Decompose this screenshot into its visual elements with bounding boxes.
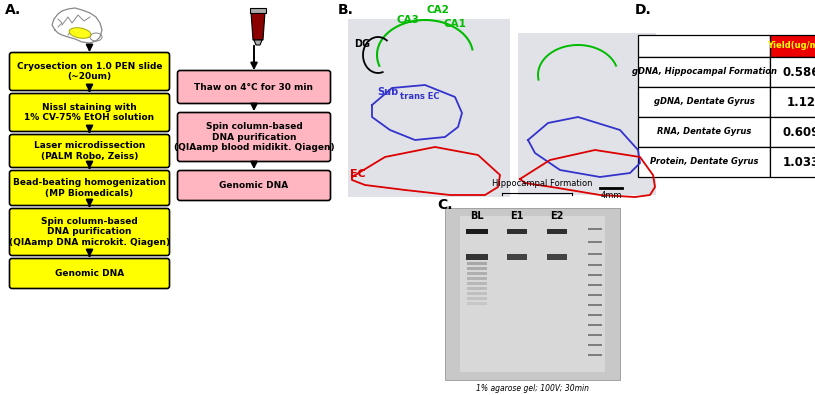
Ellipse shape [69, 28, 90, 38]
Text: Cryosection on 1.0 PEN slide
(~20um): Cryosection on 1.0 PEN slide (~20um) [17, 62, 162, 81]
Bar [445, 208, 620, 380]
Bar [588, 264, 602, 266]
Bar [588, 314, 602, 316]
FancyBboxPatch shape [10, 258, 170, 288]
Text: Hippocampal Formation: Hippocampal Formation [492, 179, 593, 188]
Bar [467, 302, 487, 305]
Text: 0.586: 0.586 [782, 66, 815, 79]
Text: RNA, Dentate Gyrus: RNA, Dentate Gyrus [657, 128, 751, 137]
Polygon shape [254, 40, 262, 45]
Text: 0.609: 0.609 [782, 126, 815, 139]
Bar [547, 254, 567, 260]
Text: 1.12: 1.12 [786, 96, 815, 109]
Bar [466, 229, 488, 234]
Text: B.: B. [338, 3, 354, 17]
Bar [588, 324, 602, 326]
Polygon shape [251, 12, 265, 40]
Bar [467, 277, 487, 280]
Text: Genomic DNA: Genomic DNA [55, 269, 124, 278]
Bar [466, 254, 488, 260]
Text: EC: EC [350, 169, 366, 179]
Bar [588, 334, 602, 336]
Text: E2: E2 [550, 211, 564, 221]
Text: C.: C. [437, 198, 452, 212]
Bar [588, 304, 602, 306]
Bar [547, 229, 567, 234]
Bar [588, 294, 602, 296]
FancyBboxPatch shape [178, 171, 331, 201]
Text: gDNA, Dentate Gyrus: gDNA, Dentate Gyrus [654, 98, 755, 107]
Text: A.: A. [5, 3, 21, 17]
Bar [770, 35, 815, 57]
Bar [770, 57, 815, 87]
Text: Thaw on 4°C for 30 min: Thaw on 4°C for 30 min [195, 83, 314, 92]
Bar [588, 241, 602, 243]
Bar [507, 229, 527, 234]
Text: Nissl staining with
1% CV-75% EtOH solution: Nissl staining with 1% CV-75% EtOH solut… [24, 103, 155, 122]
Text: CA2: CA2 [426, 5, 449, 15]
Bar [588, 228, 602, 230]
Bar [588, 253, 602, 255]
Bar [638, 35, 770, 57]
FancyBboxPatch shape [10, 171, 170, 205]
Text: trans EC: trans EC [400, 92, 440, 101]
Bar [467, 292, 487, 295]
Bar [588, 344, 602, 346]
FancyBboxPatch shape [10, 209, 170, 256]
Text: Spin column-based
DNA purification
(QIAamp DNA microkit. Qiagen): Spin column-based DNA purification (QIAa… [9, 217, 170, 247]
Bar [638, 117, 770, 147]
Bar [770, 117, 815, 147]
FancyBboxPatch shape [10, 94, 170, 132]
FancyBboxPatch shape [10, 135, 170, 167]
Text: Laser microdissection
(PALM Robo, Zeiss): Laser microdissection (PALM Robo, Zeiss) [33, 141, 145, 161]
Bar [588, 284, 602, 286]
Bar [507, 254, 527, 260]
Bar [770, 147, 815, 177]
Bar [460, 216, 605, 372]
Text: BL: BL [470, 211, 484, 221]
Bar [588, 354, 602, 356]
Text: Protein, Dentate Gyrus: Protein, Dentate Gyrus [650, 158, 758, 167]
Bar [467, 272, 487, 275]
Text: Spin column-based
DNA purification
(QIAamp blood midikit. Qiagen): Spin column-based DNA purification (QIAa… [174, 122, 334, 152]
Text: Genomic DNA: Genomic DNA [219, 181, 289, 190]
Text: Bead-beating homogenization
(MP Biomedicals): Bead-beating homogenization (MP Biomedic… [13, 178, 166, 198]
Bar [638, 87, 770, 117]
Text: DG: DG [354, 39, 370, 49]
Bar [467, 297, 487, 300]
Text: Yield(ug/mm³): Yield(ug/mm³) [767, 41, 815, 51]
Text: Sub: Sub [377, 87, 399, 97]
Bar [588, 274, 602, 276]
Text: 1.033: 1.033 [782, 156, 815, 169]
Text: CA1: CA1 [443, 19, 466, 29]
Bar [518, 33, 656, 195]
Bar [467, 282, 487, 285]
Bar [467, 262, 487, 265]
FancyBboxPatch shape [178, 113, 331, 162]
Bar [638, 147, 770, 177]
Text: D.: D. [635, 3, 652, 17]
FancyBboxPatch shape [178, 70, 331, 103]
Bar [638, 57, 770, 87]
Bar [467, 287, 487, 290]
Text: gDNA, Hippocampal Formation: gDNA, Hippocampal Formation [632, 68, 777, 77]
Text: E1: E1 [510, 211, 524, 221]
Bar [250, 8, 266, 13]
Text: 4mm: 4mm [601, 191, 622, 200]
Bar [348, 19, 510, 197]
Bar [467, 267, 487, 270]
Text: CA3: CA3 [397, 15, 420, 25]
FancyBboxPatch shape [10, 53, 170, 90]
Text: 1% agarose gel; 100V; 30min: 1% agarose gel; 100V; 30min [476, 384, 589, 393]
Bar [770, 87, 815, 117]
